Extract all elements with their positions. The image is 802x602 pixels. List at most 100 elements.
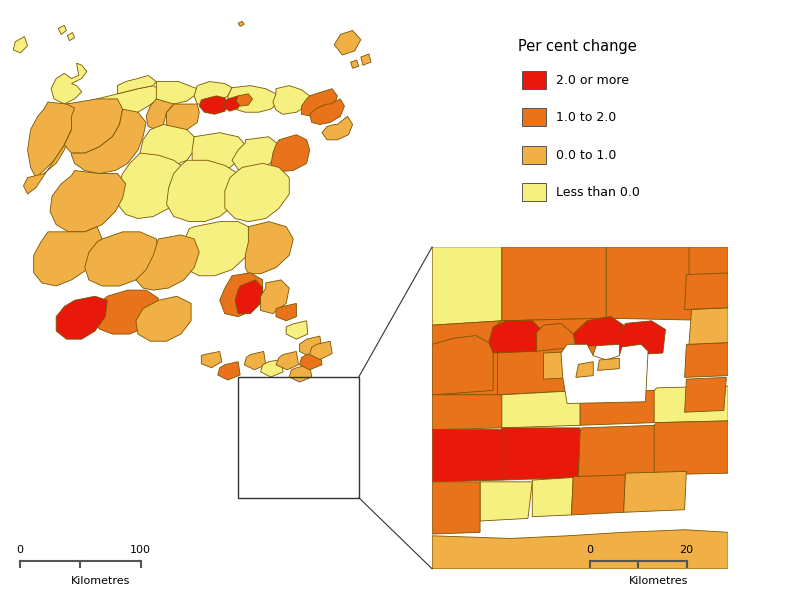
Polygon shape [270,135,310,172]
Polygon shape [225,96,242,111]
Polygon shape [166,104,199,129]
Polygon shape [299,336,322,356]
Polygon shape [684,377,726,412]
Text: 0.0 to 1.0: 0.0 to 1.0 [556,149,616,162]
Polygon shape [575,362,593,377]
Polygon shape [310,99,344,125]
Polygon shape [199,96,228,114]
Polygon shape [180,222,250,276]
Polygon shape [50,170,126,232]
Polygon shape [654,421,727,475]
Polygon shape [299,352,322,370]
Polygon shape [501,428,579,480]
Text: 20: 20 [678,545,693,555]
Text: Kilometres: Kilometres [71,576,130,586]
Polygon shape [51,63,87,104]
Polygon shape [310,341,332,359]
Polygon shape [623,471,686,512]
Polygon shape [146,99,173,129]
Polygon shape [431,321,501,395]
Polygon shape [543,352,577,379]
Polygon shape [571,475,625,515]
Polygon shape [431,247,501,325]
Polygon shape [480,482,532,521]
Polygon shape [431,335,492,395]
Polygon shape [194,81,232,104]
Polygon shape [536,323,575,352]
Polygon shape [228,85,278,112]
Polygon shape [360,54,371,65]
Polygon shape [501,247,606,321]
Polygon shape [579,391,656,425]
Polygon shape [166,160,242,222]
Polygon shape [56,296,107,339]
Polygon shape [236,94,252,106]
Polygon shape [67,33,75,41]
Polygon shape [431,430,501,482]
Polygon shape [34,227,102,286]
Polygon shape [23,129,71,194]
Text: 2.0 or more: 2.0 or more [556,74,629,87]
Text: Kilometres: Kilometres [628,576,687,586]
Polygon shape [606,247,727,321]
Polygon shape [431,530,727,569]
Polygon shape [431,482,480,534]
Polygon shape [532,477,573,517]
Polygon shape [334,31,360,55]
Polygon shape [688,308,727,344]
Polygon shape [654,386,727,423]
Text: 1.0 to 2.0: 1.0 to 2.0 [556,111,616,125]
Polygon shape [501,391,579,428]
Polygon shape [276,352,298,370]
Polygon shape [220,273,262,317]
Polygon shape [71,109,146,173]
Polygon shape [688,247,727,282]
Polygon shape [136,296,191,341]
Text: Per cent change: Per cent change [517,39,636,54]
Polygon shape [684,343,727,377]
Bar [238,377,358,498]
Polygon shape [117,75,156,94]
Polygon shape [117,153,187,219]
Polygon shape [245,222,293,274]
Polygon shape [350,60,358,68]
Polygon shape [431,395,501,430]
Polygon shape [201,352,221,368]
Polygon shape [71,85,164,119]
Polygon shape [684,273,727,309]
Polygon shape [488,321,543,353]
Polygon shape [301,88,337,116]
Polygon shape [64,99,123,153]
Polygon shape [261,280,289,314]
Polygon shape [561,344,647,403]
Polygon shape [238,21,244,26]
Polygon shape [276,303,296,321]
Polygon shape [697,278,727,299]
Polygon shape [192,132,245,172]
Polygon shape [13,37,27,53]
Polygon shape [289,365,311,382]
Polygon shape [286,321,307,339]
Polygon shape [217,362,240,380]
Text: 0: 0 [586,545,593,555]
Polygon shape [273,85,310,114]
Polygon shape [85,232,158,286]
Polygon shape [156,81,197,104]
Polygon shape [225,163,289,222]
Text: 100: 100 [130,545,151,555]
Polygon shape [235,280,262,314]
Text: Less than 0.0: Less than 0.0 [556,186,639,199]
Polygon shape [58,25,67,34]
Polygon shape [597,358,618,370]
Polygon shape [322,116,352,140]
Polygon shape [136,235,199,290]
Text: 0: 0 [17,545,23,555]
Polygon shape [618,321,665,356]
Polygon shape [497,318,606,395]
Polygon shape [232,137,278,172]
Polygon shape [140,125,194,167]
Polygon shape [577,425,656,477]
Polygon shape [27,102,76,178]
Polygon shape [244,352,265,370]
Polygon shape [573,317,623,347]
